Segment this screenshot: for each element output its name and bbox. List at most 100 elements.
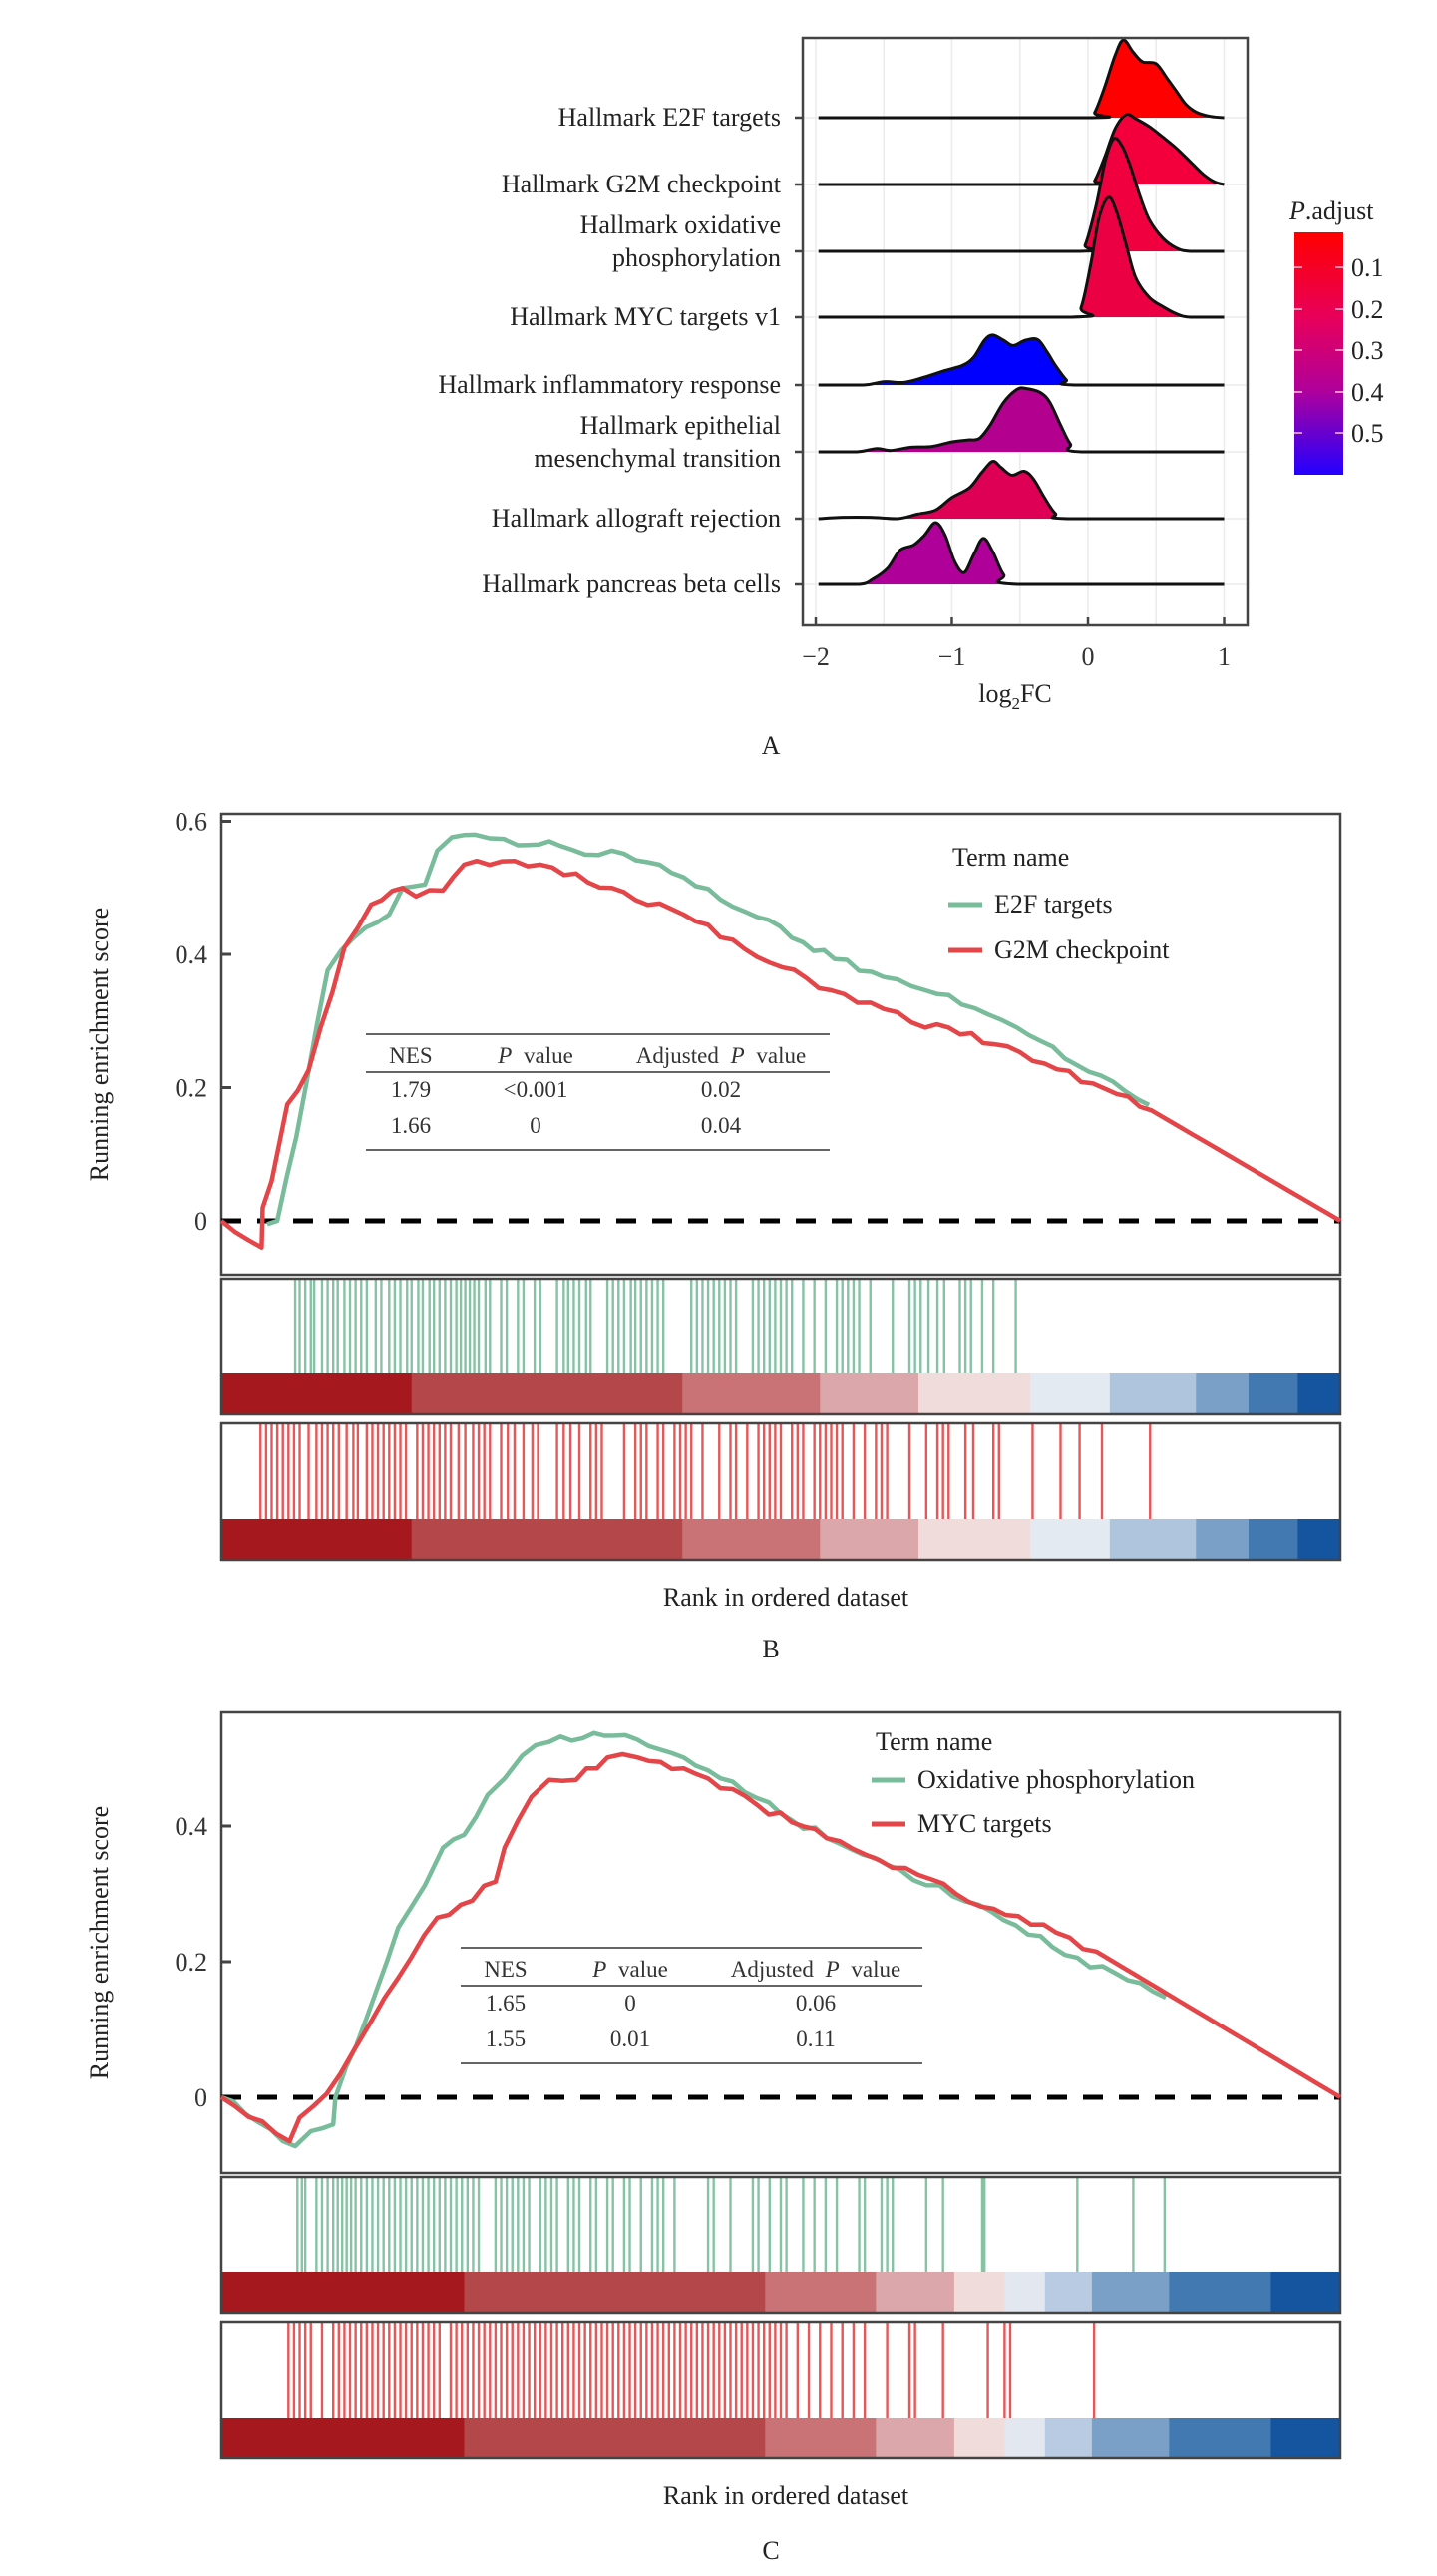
ridge-outline: [818, 521, 1225, 586]
adj-pre: Adjusted: [636, 1043, 725, 1068]
rank-heatbar-segment: [682, 1373, 821, 1414]
rank-heatbar-segment: [464, 2272, 766, 2313]
rank-heatbar-segment: [464, 2418, 766, 2458]
rank-heatbar-segment: [1270, 2272, 1341, 2313]
rank-heatbar-segment: [1196, 1519, 1250, 1560]
x-tick-label: 0: [1082, 642, 1095, 671]
rank-heatbar-segment: [1004, 2418, 1046, 2458]
ridge-7: [818, 521, 1225, 586]
panel-a-category-labels: Hallmark E2F targets Hallmark G2M checkpo…: [438, 103, 803, 598]
rank-heatbar-segment: [876, 2272, 955, 2313]
rank-heatbar-segment: [221, 2418, 465, 2458]
y-tick-label: 0.2: [176, 1948, 208, 1977]
table-cell: 0.02: [701, 1077, 741, 1102]
barcode-track-0: [219, 1277, 1342, 1416]
y-tick-label: 0: [194, 2083, 207, 2112]
panel-c-gsea-plot: Running enrichment score 0 0.2 0.4 NES P valu…: [85, 1710, 1342, 2510]
category-label: Hallmark inflammatory response: [438, 370, 781, 399]
colorbar-tick-label: 0.1: [1351, 253, 1384, 282]
rank-heatbar-segment: [953, 2272, 1005, 2313]
panel-a-plot-frame: [801, 36, 1250, 627]
rank-heatbar-segment: [1004, 2272, 1046, 2313]
y-tick-label: 0.4: [176, 1812, 208, 1841]
es-line-1: [219, 1751, 1342, 2144]
panel-a-ridgeline-chart: Hallmark E2F targets Hallmark G2M checkpo…: [438, 36, 1384, 760]
y-tick-label: 0.6: [176, 808, 208, 837]
x-tick-label: −1: [938, 642, 966, 671]
table-cell: 1.79: [391, 1077, 431, 1102]
rank-heatbar-segment: [820, 1519, 919, 1560]
rank-heatbar-segment: [1091, 2418, 1170, 2458]
colorbar-tick-label: 0.5: [1351, 419, 1384, 448]
panel-b-gsea-plot: Running enrichment score 0 0.2 0.4 0.6 NES P v…: [85, 808, 1342, 1612]
ridge-fill: [818, 522, 1225, 584]
rank-heatbar-segment: [765, 2418, 877, 2458]
colorbar-ticks: 0.1 0.2 0.3 0.4 0.5: [1294, 253, 1384, 448]
table-header-nes: NES: [484, 1957, 527, 1982]
legend-title: Term name: [876, 1727, 992, 1756]
rank-heatbar-segment: [411, 1373, 683, 1414]
rank-heatbar-segment: [221, 2272, 465, 2313]
adj-italic: P: [730, 1043, 745, 1068]
category-label: Hallmark G2M checkpoint: [502, 170, 782, 198]
table-header-adjusted-p-value: Adjusted P value: [731, 1957, 900, 1982]
barcode-track-1: [219, 1421, 1342, 1562]
ridge-fill: [818, 40, 1225, 118]
ridge-outline: [818, 386, 1225, 454]
rank-heatbar-segment: [918, 1373, 1031, 1414]
rank-heatbar-segment: [1109, 1373, 1197, 1414]
ridge-fill: [818, 461, 1225, 519]
ridge-fill: [818, 114, 1225, 184]
legend-label: E2F targets: [994, 890, 1113, 919]
panel-a-ridges: [818, 38, 1225, 586]
legend-title: P.adjust: [1288, 196, 1374, 225]
panel-a-legend: P.adjust 0.1 0.2 0.3 0.4 0.5: [1288, 196, 1384, 475]
es-line-0: [220, 1730, 1167, 2149]
ridge-1: [818, 113, 1225, 186]
y-tick-label: 0: [194, 1207, 207, 1236]
rank-heatbar-segment: [1196, 1373, 1250, 1414]
ridge-5: [818, 386, 1225, 454]
y-tick-label: 0.4: [176, 940, 208, 969]
table-cell: 1.55: [486, 2026, 526, 2051]
panel-a-x-axis-title: log2FC: [978, 679, 1052, 713]
barcode-frame: [219, 2175, 1342, 2315]
y-axis-title: Running enrichment score: [85, 1806, 114, 2079]
x-tick-label: −2: [802, 642, 830, 671]
rank-heatbar-segment: [953, 2418, 1005, 2458]
x-axis-title: Rank in ordered dataset: [663, 2481, 909, 2510]
rank-heatbar-segment: [1297, 1373, 1341, 1414]
ridge-outline: [818, 38, 1225, 120]
colorbar-tick-label: 0.2: [1351, 295, 1384, 324]
ridge-3: [818, 195, 1225, 319]
adj-pre: Adjusted: [731, 1957, 820, 1982]
table-cell: <0.001: [504, 1077, 568, 1102]
barcode-frame: [219, 2320, 1342, 2460]
table-header-p-value: P value: [591, 1957, 668, 1982]
category-label: phosphorylation: [612, 243, 781, 272]
category-label: Hallmark MYC targets v1: [510, 302, 781, 331]
table-header-adjusted-p-value: Adjusted P value: [636, 1043, 806, 1068]
rank-heatbar-segment: [918, 1519, 1031, 1560]
x-tick-label: 1: [1218, 642, 1231, 671]
adj-rest: value: [846, 1957, 901, 1982]
table-cell: 0.06: [796, 1991, 836, 2016]
ridge-fill: [818, 138, 1225, 251]
p-rest: value: [518, 1043, 573, 1068]
x-axis-title: Rank in ordered dataset: [663, 1583, 909, 1612]
legend-title: Term name: [952, 843, 1069, 872]
panel-a-x-ticks: −2 −1 0 1: [802, 617, 1231, 671]
ridge-outline: [818, 459, 1225, 521]
ridge-0: [818, 38, 1225, 120]
category-label: Hallmark epithelial: [580, 411, 781, 440]
category-label: Hallmark pancreas beta cells: [482, 569, 781, 598]
rank-heatbar-segment: [1044, 2272, 1093, 2313]
series-legend: Term name Oxidative phosphorylation MYC ta…: [872, 1727, 1195, 1838]
ridge-fill: [818, 196, 1225, 317]
rank-heatbar-segment: [1248, 1373, 1298, 1414]
table-cell: 0: [624, 1991, 636, 2016]
series-legend: Term name E2F targets G2M checkpoint: [948, 843, 1170, 964]
category-label: Hallmark E2F targets: [558, 103, 781, 132]
